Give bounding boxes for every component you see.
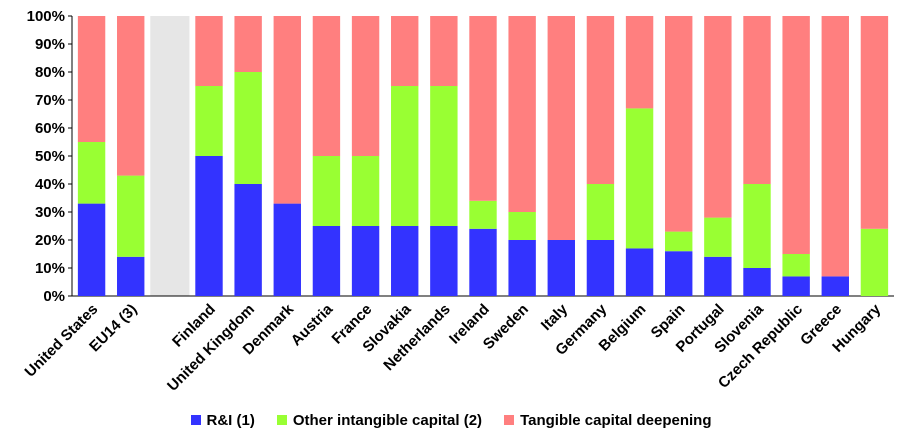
bar-segment (547, 240, 575, 296)
bar-segment (469, 16, 497, 201)
bar-segment (547, 16, 575, 240)
y-tick-label: 20% (35, 232, 65, 249)
bar-segment (743, 184, 771, 268)
bar-segment (117, 16, 145, 176)
x-tick-label: Italy (538, 300, 572, 334)
bar-segment (782, 254, 810, 277)
bar-segment (860, 16, 889, 229)
legend-swatch-rd (190, 415, 201, 425)
bar-segment (117, 175, 145, 257)
bar-segment (430, 226, 458, 296)
bar-segment (195, 156, 223, 296)
stacked-bar-chart: 0%10%20%30%40%50%60%70%80%90%100%United … (22, 8, 894, 395)
bar-segment (743, 16, 771, 184)
bar-segment (273, 16, 301, 204)
legend-swatch-tangible (504, 415, 515, 425)
bar-segment (195, 86, 223, 156)
bar-segment (665, 231, 693, 252)
bar-segment (586, 184, 615, 240)
bar-segment (77, 16, 106, 142)
bar-segment (351, 226, 380, 296)
bar-segment (625, 16, 654, 109)
bar-segment (234, 16, 262, 72)
legend-item-rd: R&I (1) (190, 411, 255, 429)
legend-label-rd: R&I (1) (206, 411, 255, 429)
y-tick-label: 100% (27, 8, 65, 25)
legend-item-other-intangible: Other intangible capital (2) (276, 411, 483, 429)
bar-segment (586, 240, 615, 296)
bar-segment (704, 217, 732, 257)
bar-segment (351, 156, 380, 226)
bar-segment (508, 212, 536, 240)
y-tick-label: 90% (35, 36, 65, 53)
y-tick-label: 0% (43, 288, 65, 305)
bar-segment (195, 16, 223, 86)
legend-swatch-other-intangible (276, 415, 287, 425)
bar-segment (469, 200, 497, 229)
bar-segment (704, 256, 732, 296)
bar-segment (743, 268, 771, 296)
bar-segment (273, 203, 301, 296)
y-tick-label: 80% (35, 64, 65, 81)
bar-segment (625, 248, 654, 296)
bar-segment (625, 108, 654, 249)
x-tick-label: Austria (288, 300, 337, 349)
y-tick-label: 30% (35, 204, 65, 221)
y-tick-label: 60% (35, 120, 65, 137)
bar-segment (665, 251, 693, 296)
bar-segment (665, 16, 693, 232)
legend-item-tangible: Tangible capital deepening (504, 412, 711, 429)
legend-label-tangible: Tangible capital deepening (520, 411, 712, 429)
bar-segment (312, 16, 341, 156)
bar-segment (430, 16, 458, 86)
bar-segment (508, 16, 536, 212)
bar-segment (312, 226, 341, 296)
bar-segment (704, 16, 732, 218)
legend: R&I (1) Other intangible capital (2) Tan… (0, 408, 902, 432)
y-tick-label: 70% (35, 92, 65, 109)
bar-segment (391, 16, 419, 86)
y-tick-label: 10% (35, 260, 65, 277)
bar-segment (821, 276, 849, 296)
bar-segment (312, 156, 341, 226)
bar-segment (782, 276, 810, 296)
bar-segment (117, 256, 145, 296)
y-tick-label: 40% (35, 176, 65, 193)
bar-segment (469, 228, 497, 296)
bar-segment (351, 16, 380, 156)
bar-segment (77, 203, 106, 296)
bar-segment (821, 16, 849, 277)
legend-label-other-intangible: Other intangible capital (2) (292, 411, 483, 429)
bar-segment (234, 72, 262, 184)
bar-segment (430, 86, 458, 226)
bar-segment (234, 184, 262, 296)
bar-segment (391, 226, 419, 296)
bar-segment (586, 16, 615, 184)
bar-segment (860, 228, 889, 296)
y-tick-label: 50% (35, 148, 65, 165)
bar-segment (508, 240, 536, 296)
separator-band (150, 16, 190, 296)
bar-segment (391, 86, 419, 226)
bar-segment (77, 142, 106, 204)
bar-segment (782, 16, 810, 254)
